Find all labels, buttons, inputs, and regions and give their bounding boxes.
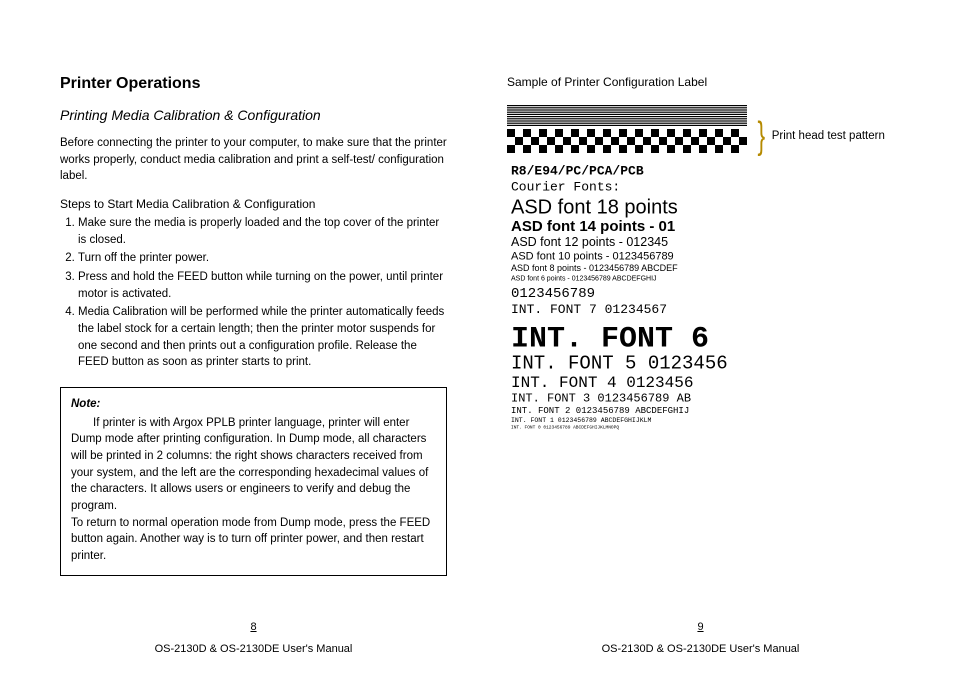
svg-text:ASD font 10 points - 012345678: ASD font 10 points - 0123456789 <box>511 251 674 263</box>
note-box: Note: If printer is with Argox PPLB prin… <box>60 387 447 576</box>
footer-text: OS-2130D & OS-2130DE User's Manual <box>602 643 800 655</box>
svg-text:INT. FONT 4 0123456: INT. FONT 4 0123456 <box>511 374 693 392</box>
steps-heading: Steps to Start Media Calibration & Confi… <box>60 197 447 211</box>
svg-text:ASD font 6 points - 0123456789: ASD font 6 points - 0123456789 ABCDEFGHI… <box>511 276 657 283</box>
page-left: Printer Operations Printing Media Calibr… <box>60 75 477 655</box>
step-item: Turn off the printer power. <box>78 250 447 267</box>
svg-text:INT. FONT 3 0123456789 AB: INT. FONT 3 0123456789 AB <box>511 392 691 406</box>
svg-text:INT. FONT 6: INT. FONT 6 <box>511 322 709 356</box>
svg-text:0123456789: 0123456789 <box>511 286 595 302</box>
svg-text:INT. FONT 0 0123456789 ABCDEF: INT. FONT 0 0123456789 ABCDEFGHIJKLMNOPQ <box>511 425 619 431</box>
svg-text:ASD font 8 points - 0123456789: ASD font 8 points - 0123456789 ABCDEF <box>511 263 678 273</box>
svg-text:Courier Fonts:: Courier Fonts: <box>511 179 620 194</box>
note-paragraph-1: If printer is with Argox PPLB printer la… <box>71 415 436 515</box>
intro-paragraph: Before connecting the printer to your co… <box>60 135 447 185</box>
sample-label-wrap: R8/E94/PC/PCA/PCBCourier Fonts: ASD font … <box>507 105 894 495</box>
note-paragraph-2: To return to normal operation mode from … <box>71 517 430 562</box>
page-number: 9 <box>507 621 894 633</box>
page-number: 8 <box>60 621 447 633</box>
svg-text:INT. FONT 1 0123456789 ABCDEF: INT. FONT 1 0123456789 ABCDEFGHIJKLM <box>511 417 652 424</box>
step-item: Make sure the media is properly loaded a… <box>78 215 447 248</box>
svg-text:R8/E94/PC/PCA/PCB: R8/E94/PC/PCA/PCB <box>511 164 644 179</box>
svg-text:ASD font 12 points - 012345: ASD font 12 points - 012345 <box>511 235 668 249</box>
steps-list: Make sure the media is properly loaded a… <box>60 215 447 373</box>
svg-text:INT. FONT 2 0123456789 ABCDEF: INT. FONT 2 0123456789 ABCDEFGHIJ <box>511 406 689 416</box>
subheading-calibration: Printing Media Calibration & Configurati… <box>60 107 447 123</box>
page-footer-right: 9 OS-2130D & OS-2130DE User's Manual <box>507 621 894 655</box>
svg-text:ASD font 14 points - 01: ASD font 14 points - 01 <box>511 218 675 235</box>
annotation-print-head: } Print head test pattern <box>755 105 885 150</box>
annotation-text: Print head test pattern <box>772 130 885 142</box>
page-footer-left: 8 OS-2130D & OS-2130DE User's Manual <box>60 621 447 655</box>
note-title: Note: <box>71 396 436 413</box>
sample-label-image: R8/E94/PC/PCA/PCBCourier Fonts: ASD font … <box>507 105 747 495</box>
svg-text:INT. FONT 7 01234567: INT. FONT 7 01234567 <box>511 302 667 317</box>
heading-printer-operations: Printer Operations <box>60 75 447 93</box>
step-item: Media Calibration will be performed whil… <box>78 304 447 371</box>
brace-icon: } <box>758 123 766 150</box>
footer-text: OS-2130D & OS-2130DE User's Manual <box>155 643 353 655</box>
page-right: Sample of Printer Configuration Label R8… <box>477 75 894 655</box>
sample-label-svg: R8/E94/PC/PCA/PCBCourier Fonts: ASD font … <box>507 105 747 495</box>
svg-text:ASD font 18 points: ASD font 18 points <box>511 196 678 218</box>
svg-text:INT. FONT 5 0123456: INT. FONT 5 0123456 <box>511 352 728 374</box>
sample-caption: Sample of Printer Configuration Label <box>507 75 894 89</box>
step-item: Press and hold the FEED button while tur… <box>78 269 447 302</box>
